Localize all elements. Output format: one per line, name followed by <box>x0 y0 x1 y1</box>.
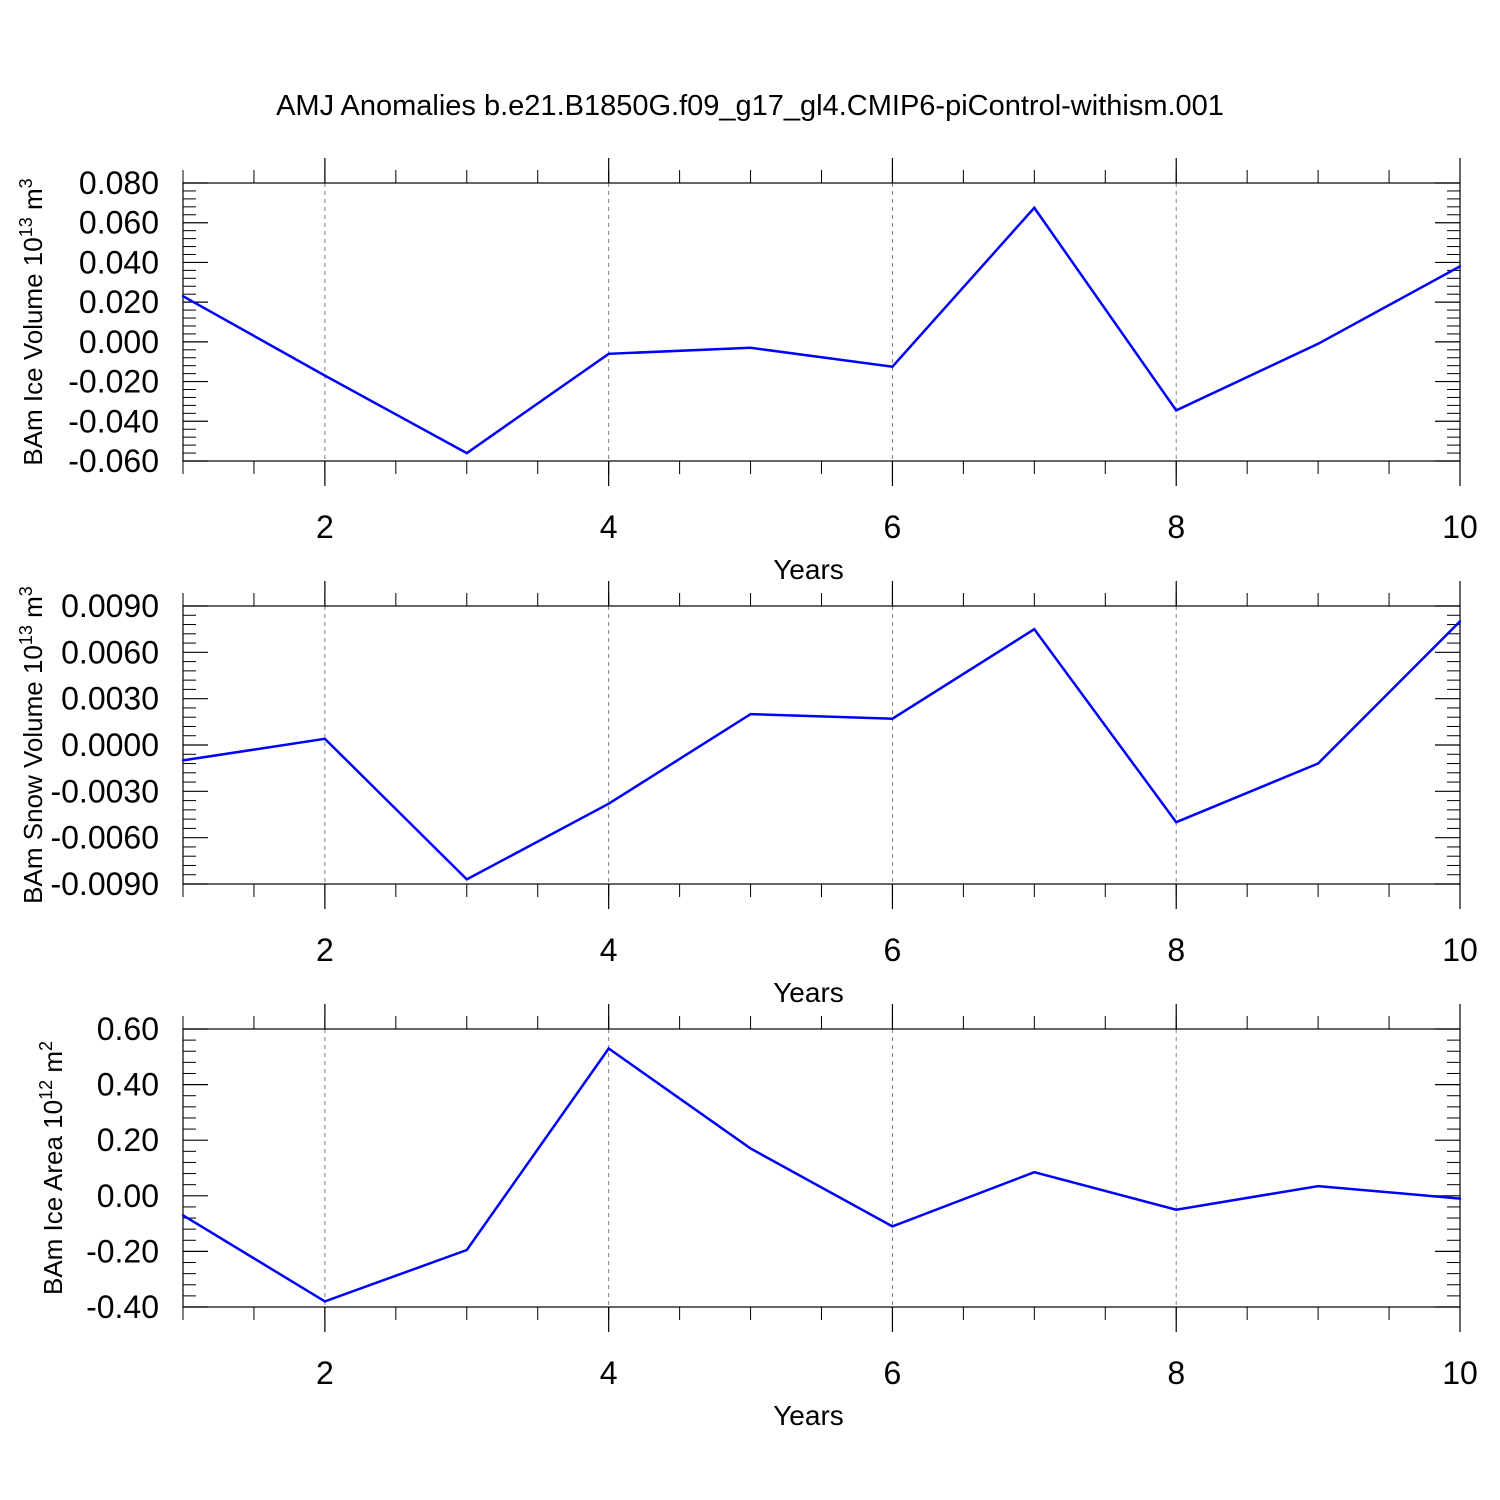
y-tick-label: -0.20 <box>86 1233 159 1269</box>
x-tick-label: 6 <box>884 1355 902 1391</box>
data-point <box>181 294 185 298</box>
y-tick-label: -0.0060 <box>50 820 159 856</box>
y-axis-title: BAm Ice Area 1012 m2 <box>36 1041 68 1295</box>
data-point <box>1033 206 1036 210</box>
x-tick-label: 4 <box>600 932 618 968</box>
x-tick-label: 8 <box>1167 1355 1185 1391</box>
chart-title: AMJ Anomalies b.e21.B1850G.f09_g17_gl4.C… <box>276 90 1224 122</box>
data-point <box>323 1300 327 1303</box>
y-tick-label: -0.0090 <box>50 866 159 902</box>
x-tick-label: 10 <box>1442 509 1478 545</box>
y-tick-label: 0.000 <box>79 324 159 360</box>
data-point <box>891 365 894 368</box>
panel-2: 2 4 6 8 10 Years -0.0090 -0.0060 -0.0030 0.0000 0.… <box>16 581 1478 1008</box>
y-tick-label: 0.0060 <box>61 634 159 670</box>
x-tick-label: 4 <box>600 509 618 545</box>
data-point <box>607 802 610 805</box>
x-tick-label: 8 <box>1167 932 1185 968</box>
plot-frame <box>182 182 1461 462</box>
y-tick-label: 0.40 <box>97 1067 159 1103</box>
x-tick-label: 4 <box>600 1355 618 1391</box>
x-axis-title: Years <box>773 977 844 1008</box>
panel-3: 2 4 6 8 10 Years -0.40 -0.20 0.00 0.20 0.40 0.60 BAm… <box>36 1004 1478 1431</box>
y-tick-label: -0.0030 <box>50 773 159 809</box>
data-point <box>323 737 327 741</box>
x-axis-title: Years <box>773 554 844 585</box>
data-point <box>607 352 610 355</box>
panel-1: 2 4 6 8 10 Years -0.060 -0.040-0.020 0.000 0.020 0… <box>16 158 1478 585</box>
data-point <box>1175 821 1178 824</box>
y-tick-label: -0.40 <box>86 1289 159 1325</box>
data-point <box>749 712 752 716</box>
data-point <box>181 1214 185 1217</box>
y-tick-label: 0.0090 <box>61 588 159 624</box>
y-axis-title: BAm Snow Volume 1013 m3 <box>16 586 48 904</box>
x-tick-label: 2 <box>316 932 334 968</box>
y-axis-title: BAm Ice Volume 1013 m3 <box>16 178 48 465</box>
y-tick-label: 0.20 <box>97 1122 159 1158</box>
y-tick-label: -0.020 <box>68 364 159 400</box>
data-point <box>1458 1197 1462 1200</box>
data-point <box>1175 409 1178 412</box>
x-tick-label: 10 <box>1442 1355 1478 1391</box>
data-point <box>749 346 752 350</box>
data-point <box>891 717 894 720</box>
data-point <box>181 759 185 762</box>
x-tick-label: 2 <box>316 1355 334 1391</box>
x-tick-label: 2 <box>316 509 334 545</box>
data-point <box>1033 627 1036 631</box>
x-tick-label: 8 <box>1167 509 1185 545</box>
x-tick-label: 6 <box>884 509 902 545</box>
y-tick-label: 0.0000 <box>61 727 159 763</box>
data-point <box>891 1225 894 1228</box>
plot-frame <box>182 605 1461 885</box>
y-tick-label: 0.0030 <box>61 681 159 717</box>
y-tick-label: 0.080 <box>79 165 159 201</box>
x-tick-label: 6 <box>884 932 902 968</box>
plot-frame <box>182 1028 1461 1308</box>
data-point <box>749 1147 752 1150</box>
data-point <box>465 878 468 881</box>
data-point <box>1316 342 1320 346</box>
data-point <box>323 374 327 377</box>
x-axis-title: Years <box>773 1400 844 1431</box>
data-point <box>1316 762 1320 765</box>
data-point <box>1458 265 1462 268</box>
x-tick-label: 10 <box>1442 932 1478 968</box>
series-line <box>182 620 1461 881</box>
data-point <box>1033 1170 1036 1174</box>
y-tick-label: 0.00 <box>97 1178 159 1214</box>
series-line <box>182 1046 1461 1303</box>
data-point <box>607 1047 610 1050</box>
y-tick-label: 0.020 <box>79 284 159 320</box>
data-point <box>1458 620 1462 623</box>
data-point <box>465 451 468 455</box>
y-tick-label: -0.040 <box>68 403 159 439</box>
data-point <box>1175 1208 1178 1211</box>
y-tick-label: 0.060 <box>79 205 159 241</box>
data-point <box>1316 1184 1320 1188</box>
y-tick-label: -0.060 <box>68 443 159 479</box>
y-tick-label: 0.040 <box>79 244 159 280</box>
series-line <box>182 205 1461 455</box>
y-tick-label: 0.60 <box>97 1011 159 1047</box>
data-point <box>465 1248 468 1252</box>
